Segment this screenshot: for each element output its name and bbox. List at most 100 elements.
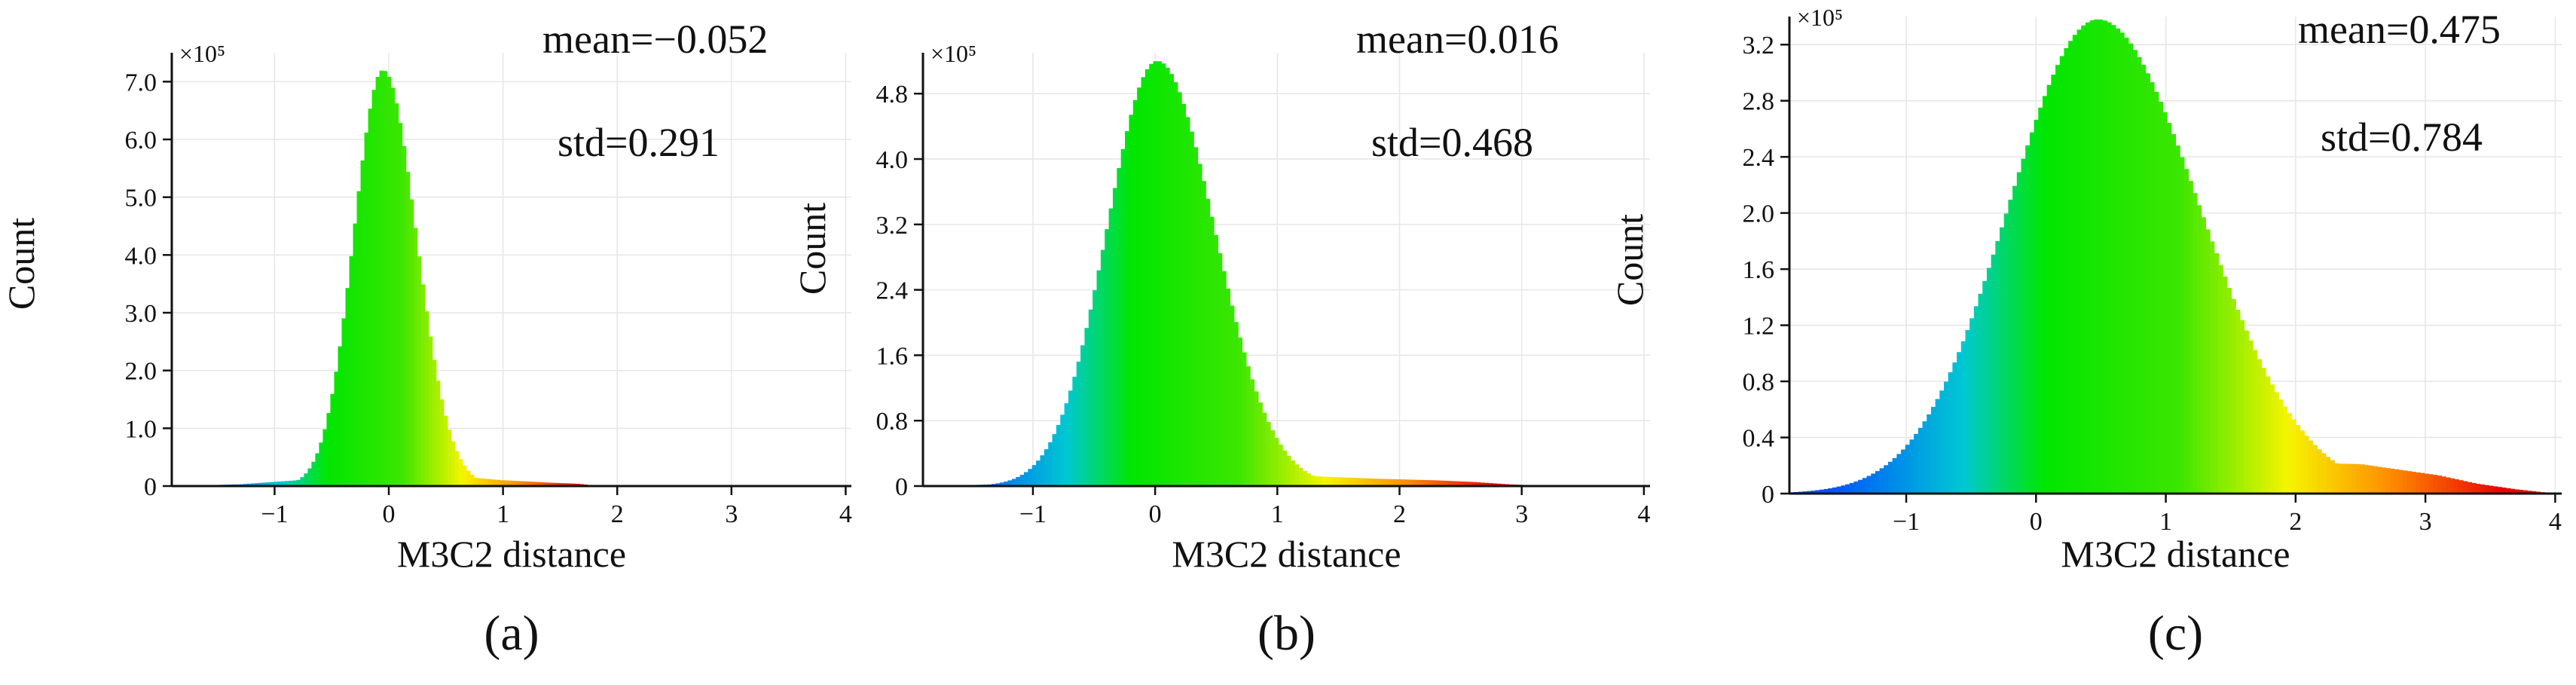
- histogram-bar: [2441, 476, 2446, 494]
- histogram-bar: [2321, 453, 2327, 494]
- x-axis-title: M3C2 distance: [2061, 533, 2290, 575]
- histogram-bar: [1306, 473, 1312, 486]
- x-tick-label: −1: [261, 500, 288, 528]
- histogram-bar: [545, 482, 550, 486]
- histogram-bar: [1930, 406, 1936, 494]
- y-tick-label: 2.0: [1743, 200, 1775, 228]
- histogram-bar: [1076, 361, 1081, 486]
- histogram-bar: [2193, 193, 2198, 494]
- histogram-bar: [2085, 22, 2091, 494]
- histogram-bar: [1274, 437, 1279, 486]
- histogram-bar: [2282, 406, 2288, 494]
- histogram-bar: [443, 415, 448, 486]
- histogram-bar: [1060, 414, 1065, 486]
- y-tick-label: 7.0: [125, 69, 157, 96]
- histogram-bar: [477, 478, 482, 486]
- histogram-bar: [345, 288, 350, 486]
- histogram-bar: [1048, 442, 1053, 486]
- histogram-bar: [1088, 309, 1093, 486]
- histogram-bar: [2021, 158, 2026, 494]
- x-tick-label: −1: [1019, 500, 1047, 528]
- histogram-bar: [2253, 350, 2258, 494]
- histogram-bar: [1141, 77, 1146, 487]
- histogram-bar: [1072, 376, 1077, 486]
- histogram-bar: [1108, 208, 1114, 486]
- histogram-bar: [500, 480, 505, 486]
- histogram-bar: [2128, 43, 2134, 494]
- histogram-bar: [1319, 476, 1324, 486]
- histogram-bar: [1866, 476, 1872, 494]
- histogram-bar: [2446, 477, 2451, 494]
- histogram-bar: [1331, 476, 1336, 486]
- histogram-bar: [1105, 229, 1110, 486]
- histogram-bar: [2437, 476, 2443, 494]
- x-tick-label: 4: [2549, 508, 2562, 536]
- histogram-bar: [1007, 480, 1013, 486]
- histogram-bar: [1468, 482, 1473, 486]
- histogram-bar: [1137, 87, 1142, 486]
- histogram-bar: [1379, 479, 1384, 486]
- histogram-bar: [530, 482, 535, 486]
- histogram-bar: [1278, 444, 1283, 486]
- histogram-bar: [405, 172, 411, 486]
- histogram-bar: [1028, 469, 1033, 486]
- histogram-bar: [2514, 489, 2519, 494]
- histogram-bar: [1044, 449, 1049, 486]
- histogram-bar: [1435, 480, 1441, 486]
- histogram-bar: [1294, 464, 1300, 486]
- histogram-bar: [2201, 217, 2206, 494]
- histogram-bar: [2501, 488, 2507, 494]
- histogram-bar: [2094, 19, 2099, 494]
- histogram-bar: [2196, 205, 2202, 494]
- histogram-bar: [2244, 330, 2249, 494]
- histogram-bar: [1117, 168, 1122, 486]
- histogram-bar: [428, 336, 433, 486]
- histogram-bar: [542, 482, 546, 486]
- panel-a: −1 0 1 2 3 4 0 1.0 2.0 3.0 4.0 5.0 6.0 7.0 ×10⁵ M3C2 di…: [0, 17, 852, 661]
- histogram-bar: [387, 76, 392, 486]
- y-tick-label: 1.6: [876, 342, 909, 370]
- histogram-bar: [2141, 65, 2147, 494]
- y-tick-label: 3.2: [1743, 32, 1775, 60]
- histogram-bar: [2124, 37, 2129, 494]
- histogram-bar: [2497, 487, 2502, 494]
- histogram-bar: [2003, 213, 2009, 494]
- histogram-bar: [503, 480, 509, 486]
- histogram-bar: [2089, 20, 2095, 494]
- histogram-bar: [2467, 482, 2473, 494]
- histogram-bar: [1209, 216, 1215, 486]
- histogram-bar: [1290, 460, 1295, 486]
- histogram-bar: [1484, 482, 1490, 486]
- histogram-bar: [568, 483, 573, 486]
- histogram-bar: [1375, 479, 1380, 486]
- histogram-bar: [2012, 185, 2018, 494]
- y-axis-title: Count: [0, 218, 42, 310]
- histogram-bar: [2373, 466, 2378, 494]
- histogram-bar: [1257, 402, 1263, 486]
- histogram-bar: [1452, 481, 1457, 486]
- y-tick-label: 0: [144, 473, 157, 501]
- histogram-bar: [1242, 352, 1247, 486]
- histogram-bar: [2016, 172, 2022, 494]
- panel-caption: (c): [2148, 606, 2203, 661]
- y-scale-label: ×10⁵: [1797, 4, 1843, 31]
- histogram-bar: [1177, 92, 1182, 486]
- histogram-bar: [2463, 481, 2468, 494]
- histogram-bar: [2226, 287, 2232, 494]
- histogram-bar: [2532, 491, 2537, 494]
- histogram-bar: [1315, 476, 1319, 486]
- histogram-bar: [523, 481, 527, 486]
- x-tick-label: 4: [1637, 500, 1650, 528]
- histogram-bar: [469, 474, 475, 486]
- histogram-bar: [289, 480, 293, 486]
- x-tick-label: 2: [1393, 500, 1406, 528]
- mean-annotation: mean=−0.052: [542, 17, 768, 62]
- histogram-bar: [2008, 200, 2013, 494]
- histogram-bar: [364, 132, 369, 487]
- histogram-bar: [251, 483, 255, 486]
- histogram-bar: [1346, 477, 1352, 486]
- histogram-bar: [1351, 478, 1356, 486]
- histogram-bar: [2449, 478, 2455, 494]
- histogram-bar: [1371, 479, 1377, 486]
